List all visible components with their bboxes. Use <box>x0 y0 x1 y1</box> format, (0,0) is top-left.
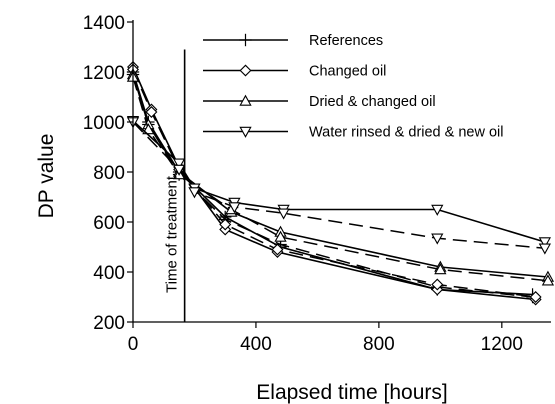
y-ticks: 200 400 600 800 1000 1200 1400 <box>83 13 133 334</box>
data-point <box>538 237 551 249</box>
y-tick-label: 1400 <box>83 13 125 34</box>
y-tick-label: 1000 <box>83 113 125 134</box>
data-point <box>239 94 252 106</box>
data-point <box>219 218 232 231</box>
data-point <box>274 230 287 242</box>
legend-label: Changed oil <box>309 64 386 80</box>
legend-entry: References <box>203 33 383 49</box>
x-tick-label: 800 <box>363 334 395 355</box>
y-tick-label: 800 <box>93 163 125 184</box>
data-point <box>239 64 252 77</box>
legend-entry: Water rinsed & dried & new oil <box>203 125 504 141</box>
y-tick-label: 400 <box>93 263 125 284</box>
x-tick-label: 0 <box>128 334 139 355</box>
data-point <box>228 202 241 214</box>
legend-label: Water rinsed & dried & new oil <box>309 125 504 141</box>
series-layer <box>126 61 555 306</box>
data-point <box>277 208 290 220</box>
data-point <box>188 187 201 199</box>
data-point <box>431 278 444 291</box>
legend: References Changed oil Dried & changed oil… <box>203 33 504 141</box>
y-tick-label: 200 <box>93 313 125 334</box>
data-point <box>239 126 252 138</box>
y-tick-label: 1200 <box>83 63 125 84</box>
annotation-layer: Time of treatment <box>164 49 186 322</box>
series-2 <box>127 61 542 306</box>
data-point <box>239 33 252 47</box>
legend-label: Dried & changed oil <box>309 94 436 110</box>
legend-entry: Dried & changed oil <box>203 94 436 110</box>
x-ticks: 0 400 800 1200 <box>128 322 523 355</box>
data-point <box>431 204 444 216</box>
legend-label: References <box>309 33 383 49</box>
x-tick-label: 1200 <box>481 334 523 355</box>
y-axis-label: DP value <box>35 134 58 219</box>
x-tick-label: 400 <box>240 334 272 355</box>
data-point <box>434 263 447 275</box>
x-axis-label: Elapsed time [hours] <box>256 381 447 404</box>
series-4 <box>126 116 551 255</box>
treatment-label: Time of treatment <box>164 175 181 293</box>
data-point <box>541 274 555 286</box>
series-3 <box>126 68 555 286</box>
data-point <box>529 291 542 303</box>
data-point <box>431 233 444 245</box>
data-point <box>271 243 284 256</box>
legend-entry: Changed oil <box>203 64 386 80</box>
data-point <box>142 123 155 135</box>
y-tick-label: 600 <box>93 213 125 234</box>
data-point <box>172 164 186 176</box>
data-point <box>172 158 186 170</box>
data-point <box>145 106 158 118</box>
data-point <box>538 243 551 255</box>
